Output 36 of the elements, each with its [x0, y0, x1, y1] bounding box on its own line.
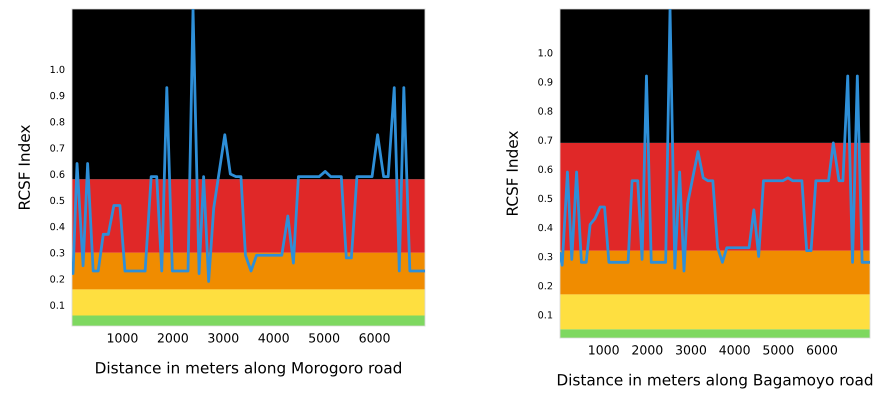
y-tick-label: 0.5	[538, 194, 552, 202]
y-axis-title: RCSF Index	[18, 125, 30, 209]
y-tick-label: 0.8	[50, 118, 64, 126]
y-tick-label: 0.6	[538, 166, 552, 173]
y-tick-label: 1.0	[538, 49, 552, 57]
y-tick-label: 1.0	[50, 66, 64, 74]
x-tick-label: 1000	[108, 333, 138, 343]
y-tick-label: 0.2	[50, 275, 64, 283]
y-tick-label: 0.5	[50, 196, 64, 204]
y-tick-label: 0.3	[50, 249, 64, 256]
x-tick-label: 5000	[309, 333, 340, 343]
x-tick-label: 5000	[763, 345, 794, 355]
x-tick-label: 6000	[806, 345, 838, 355]
y-tick-label: 0.8	[538, 107, 552, 115]
y-tick-label: 0.4	[538, 224, 553, 232]
y-tick-label: 0.7	[50, 144, 64, 152]
y-tick-label: 0.4	[50, 222, 65, 230]
y-tick-label: 0.2	[538, 282, 552, 290]
y-tick-label: 0.3	[538, 252, 552, 260]
x-tick-label: 3000	[676, 345, 706, 355]
x-axis-title: Distance in meters along Bagamoyo road	[558, 374, 872, 388]
x-tick-label: 2000	[158, 333, 188, 343]
y-axis-title: RCSF Index	[506, 131, 518, 215]
y-tick-label: 0.7	[538, 136, 552, 144]
y-tick-label: 0.9	[538, 78, 552, 86]
x-tick-label: 6000	[360, 333, 390, 343]
x-axis-title: Distance in meters along Morogoro road	[96, 362, 401, 376]
y-tick-label: 0.6	[50, 170, 64, 178]
x-tick-label: 1000	[589, 345, 619, 355]
y-tick-label: 0.1	[50, 302, 64, 309]
y-tick-label: 0.9	[50, 92, 64, 100]
x-tick-label: 2000	[632, 345, 662, 355]
x-tick-label: 4000	[258, 333, 289, 343]
x-tick-label: 4000	[719, 345, 750, 355]
x-tick-label: 3000	[208, 333, 238, 343]
y-tick-label: 0.1	[538, 311, 552, 319]
